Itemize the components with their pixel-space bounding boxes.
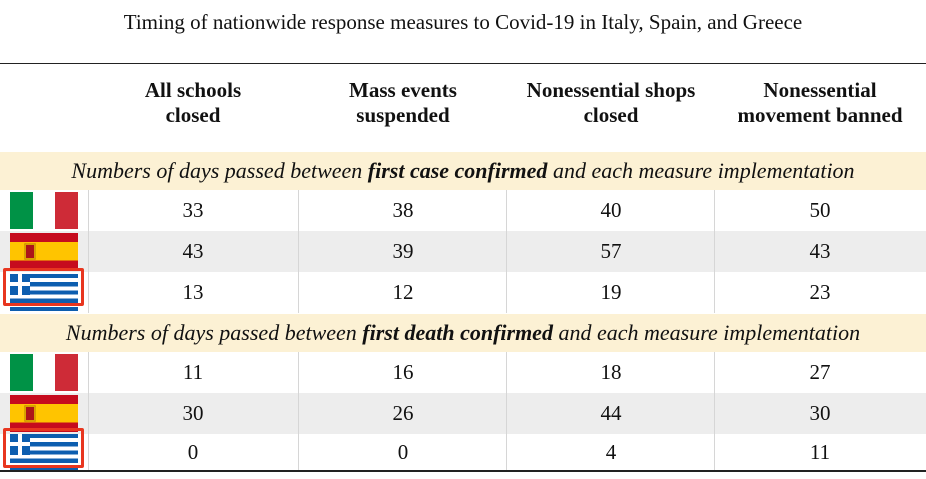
table-cell: 4 xyxy=(605,440,617,464)
table-cell: 44 xyxy=(600,401,622,425)
column-header-line: Nonessential shops xyxy=(526,78,696,102)
table-cell: 38 xyxy=(392,198,414,222)
column-header-line: All schools xyxy=(144,78,242,102)
column-header-line: closed xyxy=(583,103,639,127)
greece-highlight-box xyxy=(3,428,84,468)
grid-line xyxy=(88,190,89,313)
bottom-rule xyxy=(0,470,926,472)
table-cell: 23 xyxy=(809,280,831,304)
table-cell: 40 xyxy=(600,198,622,222)
table-cell: 27 xyxy=(809,360,831,384)
column-header-line: Mass events xyxy=(349,78,457,102)
grid-line xyxy=(714,190,715,313)
table-row-greece-first-death: 0 0 4 11 xyxy=(0,432,926,473)
section-header-prefix: Numbers of days passed between xyxy=(71,158,368,183)
table-title: Timing of nationwide response measures t… xyxy=(123,10,803,34)
table-cell: 30 xyxy=(182,401,204,425)
column-header-schools: All schools closed xyxy=(88,78,298,132)
table-cell: 39 xyxy=(392,239,414,263)
table-row-italy-first-case: 33 38 40 50 xyxy=(0,190,926,231)
table-row-italy-first-death: 11 16 18 27 xyxy=(0,352,926,393)
table-cell: 33 xyxy=(182,198,204,222)
greece-highlight-box xyxy=(3,268,84,306)
column-header-line: suspended xyxy=(356,103,450,127)
grid-line xyxy=(506,352,507,470)
table-row-spain-first-death: 30 26 44 30 xyxy=(0,393,926,434)
table-cell: 0 xyxy=(187,440,199,464)
section-header-emphasis: first death confirmed xyxy=(362,320,553,345)
grid-line xyxy=(298,190,299,313)
table-cell: 30 xyxy=(809,401,831,425)
table-cell: 57 xyxy=(600,239,622,263)
italy-flag xyxy=(10,354,78,391)
greece-flag xyxy=(10,434,78,471)
table-cell: 0 xyxy=(397,440,409,464)
column-header-line: closed xyxy=(165,103,221,127)
grid-line xyxy=(298,352,299,470)
column-header-movement: Nonessential movement banned xyxy=(714,78,926,132)
section-header-suffix: and each measure implementation xyxy=(552,320,861,345)
grid-line xyxy=(714,352,715,470)
table-cell: 16 xyxy=(392,360,414,384)
table-cell: 13 xyxy=(182,280,204,304)
table-row-spain-first-case: 43 39 57 43 xyxy=(0,231,926,272)
table-cell: 18 xyxy=(600,360,622,384)
spain-crest-icon xyxy=(24,405,36,422)
table-cell: 50 xyxy=(809,198,831,222)
section-header-suffix: and each measure implementation xyxy=(547,158,855,183)
italy-flag xyxy=(10,192,78,229)
section-header-first-death: Numbers of days passed between first dea… xyxy=(0,314,926,352)
column-header-line: Nonessential xyxy=(763,78,877,102)
table-cell: 43 xyxy=(182,239,204,263)
spain-crest-icon xyxy=(24,243,36,260)
section-header-emphasis: first case confirmed xyxy=(367,158,548,183)
spain-flag xyxy=(10,233,78,270)
spain-flag xyxy=(10,395,78,432)
table-cell: 11 xyxy=(809,440,831,464)
section-header-first-case: Numbers of days passed between first cas… xyxy=(0,152,926,190)
column-header-line: movement banned xyxy=(737,103,903,127)
column-header-shops: Nonessential shops closed xyxy=(506,78,716,132)
table-cell: 11 xyxy=(182,360,204,384)
table-cell: 43 xyxy=(809,239,831,263)
top-rule xyxy=(0,63,926,64)
grid-line xyxy=(88,352,89,470)
section-header-prefix: Numbers of days passed between xyxy=(65,320,363,345)
table-row-greece-first-case: 13 12 19 23 xyxy=(0,272,926,313)
table-cell: 26 xyxy=(392,401,414,425)
grid-line xyxy=(506,190,507,313)
table-cell: 19 xyxy=(600,280,622,304)
column-header-mass-events: Mass events suspended xyxy=(298,78,508,132)
table-cell: 12 xyxy=(392,280,414,304)
